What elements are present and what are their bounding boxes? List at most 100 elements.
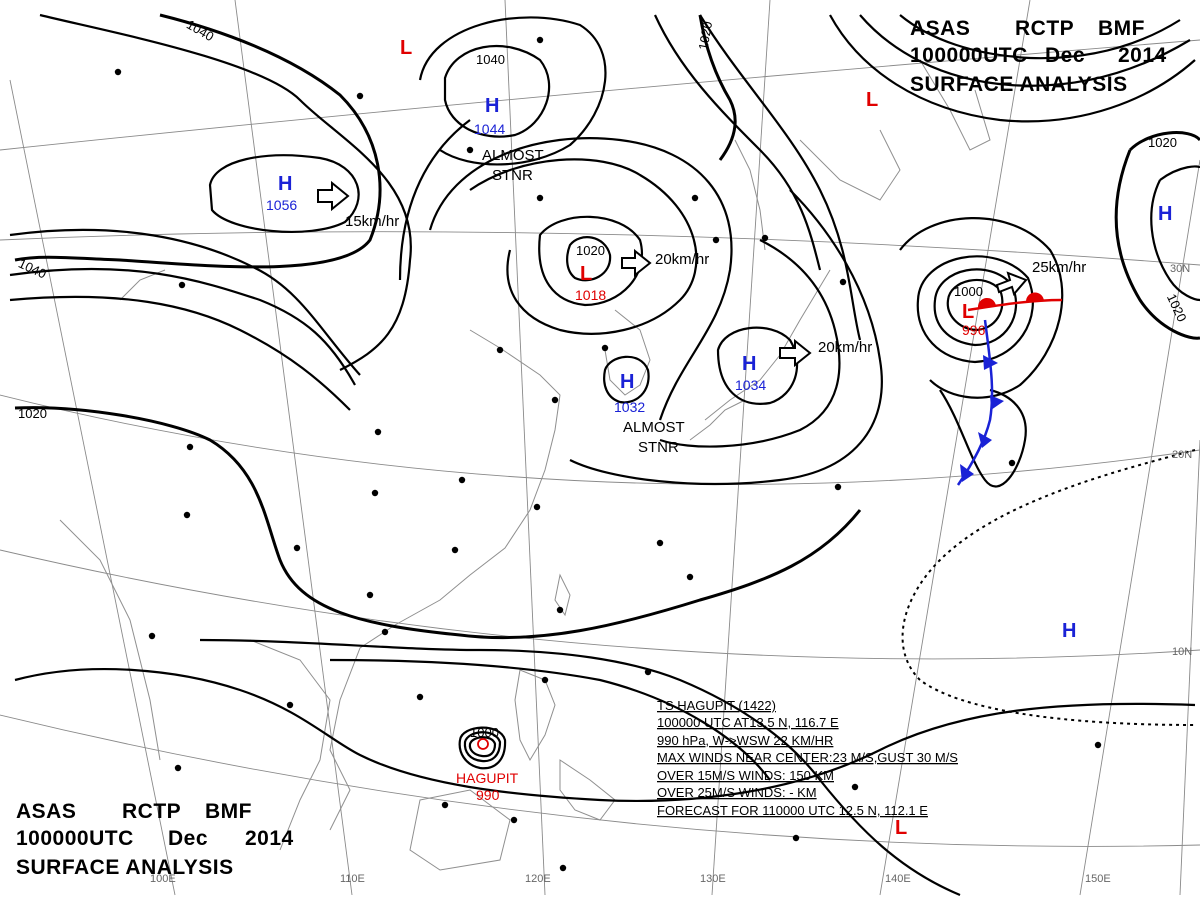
central-pressure: 1044 [474, 121, 505, 137]
arrow-1056 [317, 180, 350, 212]
isobar-1018-outer [538, 215, 643, 307]
cold-front-triangle [983, 355, 998, 370]
isobar-1056-ring [208, 154, 360, 234]
title-month: Dec [168, 827, 208, 850]
isobar-china-3 [398, 119, 471, 281]
station-marker [286, 701, 294, 709]
stationary-label: STNR [492, 167, 533, 184]
typhoon-info-line: OVER 25M/S WINDS: - KM [657, 785, 817, 800]
isobar-label: 1020 [18, 406, 47, 421]
parallel-30n [0, 231, 1200, 266]
isobar-front-wrap [939, 388, 1027, 488]
isobar-996-ring1 [946, 279, 1004, 332]
station-marker [834, 483, 842, 491]
isobar-label: 1020 [695, 20, 715, 51]
isobar-nw-4 [9, 267, 356, 386]
isobar-1032-ring [603, 355, 650, 404]
motion-speed: 25km/hr [1032, 259, 1086, 276]
title-product: SURFACE ANALYSIS [16, 856, 234, 879]
station-marker [183, 511, 191, 519]
station-marker [366, 591, 374, 599]
station-marker [381, 628, 389, 636]
station-marker [114, 68, 122, 76]
station-marker [178, 281, 186, 289]
station-marker [541, 676, 549, 684]
isobar-label: 1020 [576, 243, 605, 258]
luzon [514, 669, 556, 762]
parallel-20n [0, 394, 1200, 485]
isobar-1044-ring [443, 45, 551, 138]
isobar-east-ring2 [1150, 165, 1200, 302]
kamchatka [919, 59, 991, 151]
warm-front-semicircle [977, 297, 996, 308]
motion-speed: 20km/hr [818, 339, 872, 356]
title-agency: RCTP [122, 800, 181, 823]
title-year: 2014 [245, 827, 294, 850]
high-pressure-symbol: H [485, 95, 499, 117]
central-pressure: 1018 [575, 287, 606, 303]
isobar-ne-2 [859, 14, 1191, 87]
korea-coast [604, 309, 651, 396]
title-agency: BMF [1098, 17, 1145, 40]
meridian-160e [1179, 439, 1200, 896]
isobar-south-3 [329, 658, 771, 781]
low-pressure-symbol: L [895, 817, 907, 839]
motion-speed: 20km/hr [655, 251, 709, 268]
high-pressure-symbol: H [620, 371, 634, 393]
station-marker [416, 693, 424, 701]
arrow-996 [995, 271, 1028, 297]
station-marker [792, 834, 800, 842]
high-pressure-symbol: H [1062, 620, 1076, 642]
station-marker [533, 503, 541, 511]
isobar-label: 1040 [476, 52, 505, 67]
station-marker [761, 234, 769, 242]
isobar-996-ring2 [933, 268, 1018, 347]
station-marker [536, 36, 544, 44]
isobar-ne-1 [829, 14, 1196, 123]
cold-front-triangle [960, 464, 974, 482]
typhoon-info-line: OVER 15M/S WINDS: 150 KM [657, 768, 834, 783]
isobar-typhoon-3 [468, 736, 497, 758]
lon-label: 150E [1085, 873, 1111, 885]
stationary-label: STNR [638, 439, 679, 456]
meridian-150e [1079, 159, 1200, 896]
isobar-1020-w [14, 406, 862, 640]
isobar-east-3 [699, 14, 862, 341]
station-marker [371, 489, 379, 497]
station-marker [356, 92, 364, 100]
lat-label: 10N [1172, 646, 1192, 658]
station-marker [851, 783, 859, 791]
stationary-label: ALMOST [482, 147, 544, 164]
warm-front [967, 292, 1063, 312]
parallel-10n [0, 549, 1200, 660]
station-plots [114, 36, 1102, 872]
station-marker [712, 236, 720, 244]
station-marker [559, 864, 567, 872]
isobar-label: 1000 [470, 725, 499, 740]
warm-front-semicircle [1025, 292, 1044, 302]
title-time: 100000UTC [16, 827, 134, 850]
station-marker [441, 801, 449, 809]
typhoon-hagupit: HAGUPIT 990 [456, 738, 519, 803]
isobar-china-1 [469, 158, 698, 335]
lon-label: 120E [525, 873, 551, 885]
isobar-1018-ring [566, 236, 612, 282]
isobar-label: 1000 [954, 284, 983, 299]
cold-front-triangle [978, 432, 992, 448]
isobar-1020-n [698, 14, 737, 161]
isobar-south-2 [199, 638, 961, 897]
station-marker [186, 443, 194, 451]
station-marker [1094, 741, 1102, 749]
longitude-labels: 100E 110E 120E 130E 140E 150E [150, 873, 1111, 885]
vietnam-coast [249, 639, 331, 851]
taiwan [554, 573, 571, 617]
isobars [9, 13, 1200, 897]
lon-label: 130E [700, 873, 726, 885]
title-top-right: ASAS RCTP BMF 100000UTC Dec 2014 SURFACE… [910, 17, 1166, 96]
low-pressure-symbol: L [400, 37, 412, 59]
station-marker [451, 546, 459, 554]
lat-label: 20N [1172, 449, 1192, 461]
isobar-east-4 [653, 14, 822, 271]
